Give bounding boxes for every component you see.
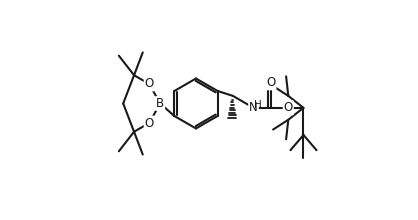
Text: H: H xyxy=(254,100,261,110)
Text: B: B xyxy=(156,97,164,110)
Text: N: N xyxy=(249,101,258,114)
Text: O: O xyxy=(145,77,154,90)
Text: O: O xyxy=(284,101,293,114)
Text: O: O xyxy=(145,117,154,130)
Text: O: O xyxy=(266,76,275,89)
